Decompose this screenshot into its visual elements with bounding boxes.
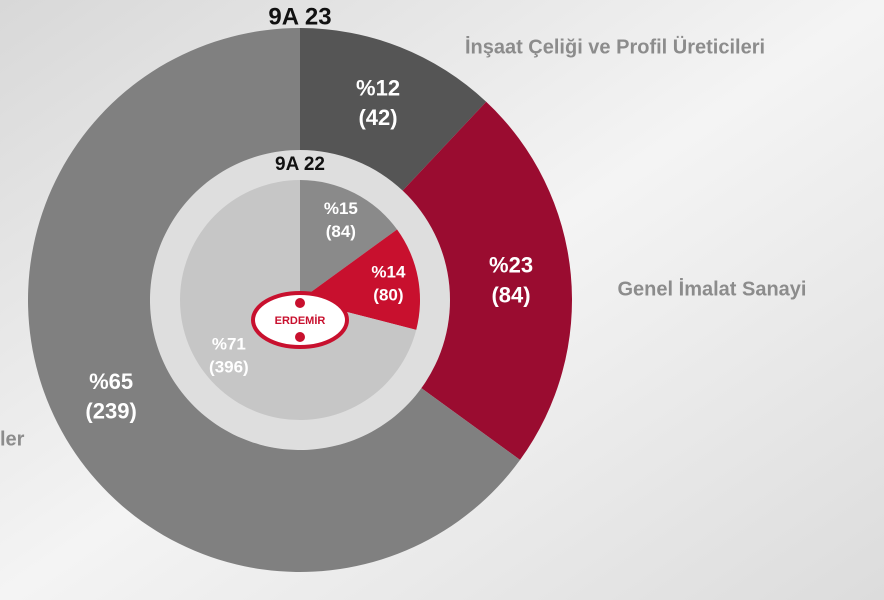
segment [300, 28, 487, 191]
logo-dot [295, 332, 305, 342]
category-label: İnşaat Çeliği ve Profil Üreticileri [465, 35, 765, 58]
value-label: %15 [324, 199, 358, 218]
inner-title: 9A 22 [275, 154, 325, 175]
count-label: (80) [373, 285, 403, 304]
count-label: (84) [491, 282, 530, 307]
count-label: (396) [209, 357, 249, 376]
category-label: Genel İmalat Sanayi [618, 277, 807, 300]
value-label: %14 [371, 262, 406, 281]
outer-title: 9A 23 [268, 3, 331, 30]
segment [402, 101, 572, 460]
value-label: %71 [212, 334, 246, 353]
count-label: (84) [326, 222, 356, 241]
segment [27, 28, 521, 572]
logo-dot [295, 298, 305, 308]
count-label: (239) [85, 399, 136, 424]
value-label: %23 [489, 253, 533, 278]
logo: ERDEMİR [251, 291, 349, 349]
logo-ellipse [251, 291, 349, 349]
logo-text: ERDEMİR [275, 314, 326, 327]
count-label: (42) [358, 105, 397, 130]
value-label: %12 [356, 75, 400, 100]
value-label: %65 [89, 369, 133, 394]
category-label: ler [0, 428, 25, 450]
segment [300, 180, 398, 300]
